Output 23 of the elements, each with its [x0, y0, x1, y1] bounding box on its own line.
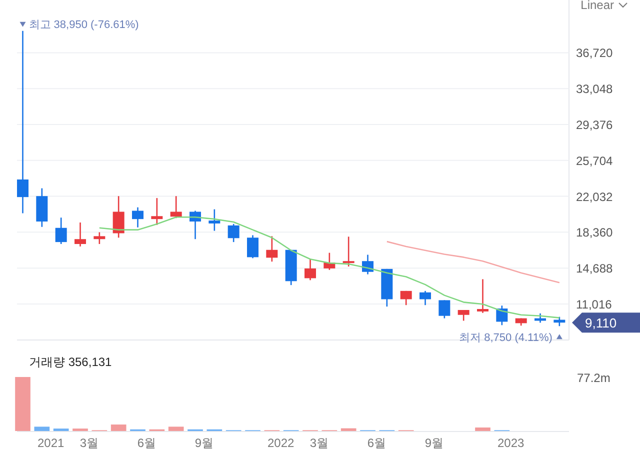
control-scale: Linear [580, 0, 628, 12]
xtick: 2023 [498, 436, 524, 450]
ytick: 29,376 [576, 118, 613, 132]
annotation: 최고 38,950 (-76.61%) [28, 18, 139, 31]
xtick: 9월 [424, 436, 444, 450]
annotation: 최저 8,750 (4.11%) [459, 332, 552, 344]
xtick: 2022 [268, 436, 294, 450]
xtick: 2021 [38, 436, 64, 450]
ytick: 11,016 [576, 297, 612, 312]
ytick: 18,360 [576, 226, 613, 240]
xtick: 3월 [80, 436, 99, 450]
current-price-tag: 9,110 [572, 312, 640, 333]
ytick: 25,704 [576, 154, 613, 168]
xtick: 6월 [367, 436, 386, 450]
text: 거래량 356,131 [29, 355, 112, 369]
ytick: 36,720 [576, 46, 613, 60]
xtick: 6월 [137, 436, 156, 450]
ytick: 33,048 [576, 82, 613, 96]
xtick: 9월 [194, 436, 214, 450]
text: 77.2m [577, 371, 610, 385]
ytick: 14,688 [576, 262, 613, 276]
ytick: 22,032 [576, 190, 613, 204]
xtick: 3월 [310, 436, 329, 450]
